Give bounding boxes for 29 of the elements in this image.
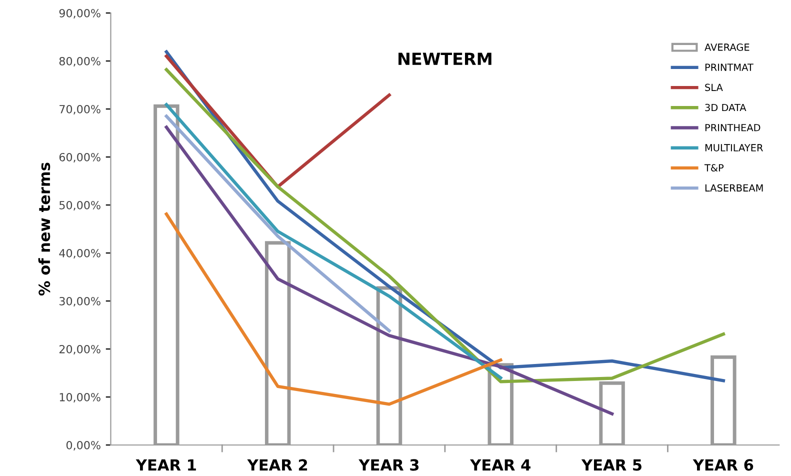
legend-label: LASERBEAM (705, 184, 763, 192)
y-tick-label: 0,00% (66, 440, 100, 451)
line-series (164, 212, 502, 406)
legend-label: PRINTHEAD (705, 124, 760, 132)
y-tick-label: 70,00% (60, 104, 100, 115)
legend-label: SLA (705, 84, 723, 92)
x-tick-label: YEAR 1 (136, 459, 196, 470)
y-tick-label: 20,00% (59, 344, 100, 355)
x-tick-label: YEAR 3 (358, 459, 419, 471)
text: NEWTERM (398, 52, 492, 65)
y-axis-title: % of new terms (38, 162, 50, 296)
x-tick-label: YEAR 5 (581, 459, 642, 471)
legend-label: T&P (704, 164, 724, 172)
y-tick-label: 40,00% (59, 248, 100, 259)
line-series (164, 126, 614, 416)
legend-label: 3D DATA (705, 104, 746, 112)
y-tick-label: 90,00% (59, 8, 100, 19)
y-tick-label: 10,00% (60, 392, 100, 403)
y-tick-label: 30,00% (60, 296, 100, 307)
line-series (164, 103, 502, 380)
legend-label: MULTILAYER (705, 144, 763, 152)
x-tick-label: YEAR 6 (692, 459, 754, 471)
legend-label: AVERAGE (704, 44, 750, 51)
x-tick-label: YEAR 4 (470, 459, 530, 470)
legend-label: PRINTMAT (705, 64, 754, 71)
x-tick-label: YEAR 2 (247, 459, 308, 470)
y-tick-label: 80,00% (59, 56, 100, 67)
y-tick-label: 50,00% (60, 200, 100, 211)
y-tick-label: 60,00% (59, 152, 100, 163)
